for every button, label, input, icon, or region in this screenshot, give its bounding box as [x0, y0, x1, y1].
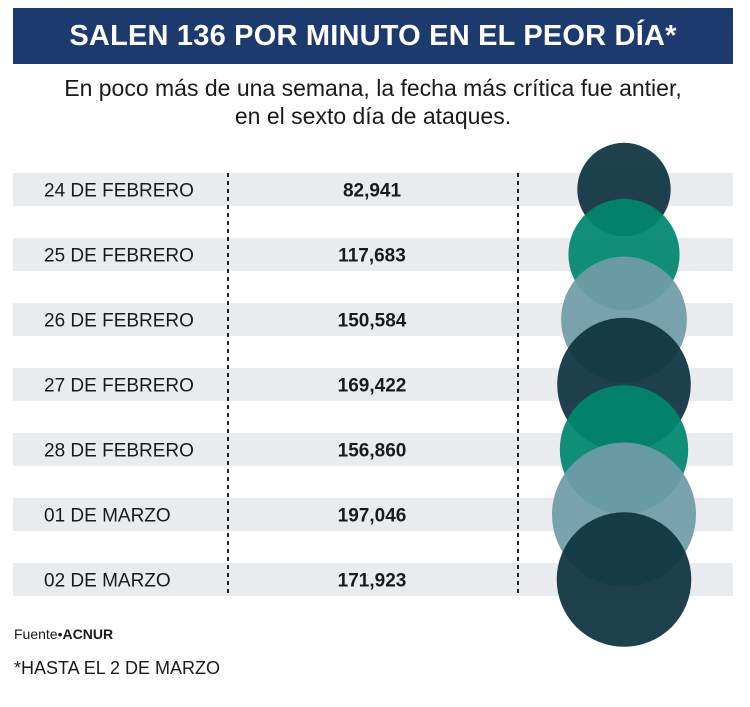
chart-subtitle: En poco más de una semana, la fecha más …	[13, 74, 733, 130]
row-value-label: 82,941	[343, 181, 402, 202]
row-value-label: 156,860	[338, 441, 407, 462]
row-value-label: 169,422	[338, 376, 407, 397]
row-date-label: 24 DE FEBRERO	[44, 181, 194, 202]
row-date-label: 27 DE FEBRERO	[44, 376, 194, 397]
source-credit: Fuente•ACNUR	[14, 626, 113, 642]
row-value-label: 117,683	[338, 246, 406, 267]
row-date-label: 01 DE MARZO	[44, 506, 171, 527]
row-date-label: 25 DE FEBRERO	[44, 246, 194, 267]
subtitle-line-1: En poco más de una semana, la fecha más …	[64, 75, 682, 101]
row-date-label: 26 DE FEBRERO	[44, 311, 194, 332]
value-bubble	[556, 512, 692, 647]
row-value-label: 171,923	[338, 571, 407, 592]
row-value-label: 197,046	[338, 506, 407, 527]
source-label: Fuente	[14, 626, 58, 642]
row-value-label: 150,584	[338, 311, 407, 332]
row-date-label: 28 DE FEBRERO	[44, 441, 194, 462]
chart-title: SALEN 136 POR MINUTO EN EL PEOR DÍA*	[13, 8, 733, 64]
footnote: *HASTA EL 2 DE MARZO	[14, 658, 221, 678]
source-name: ACNUR	[62, 626, 114, 642]
source-separator: •	[57, 626, 63, 642]
row-date-label: 02 DE MARZO	[44, 571, 171, 592]
chart-title-text: SALEN 136 POR MINUTO EN EL PEOR DÍA*	[69, 19, 677, 52]
subtitle-line-2: en el sexto día de ataques.	[234, 103, 512, 129]
